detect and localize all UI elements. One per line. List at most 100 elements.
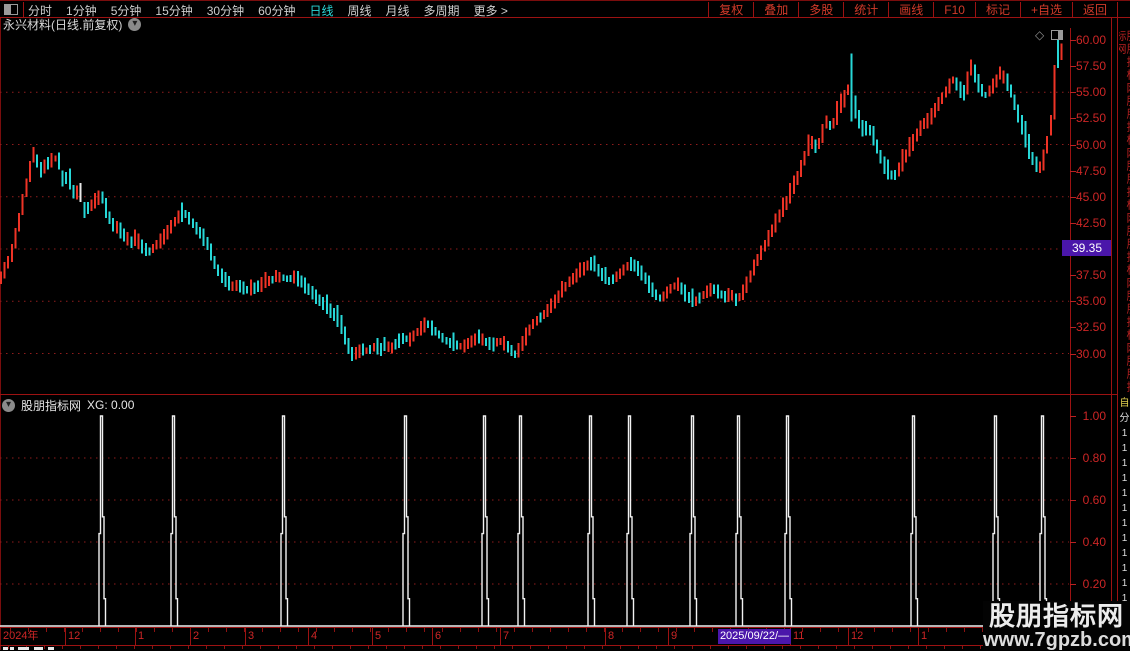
indicator-axis-label: 0.80 <box>1082 451 1106 465</box>
timeline-month-label: 12 <box>851 630 864 642</box>
toolbar-action-8[interactable]: +自选 <box>1019 2 1072 18</box>
timeline-tick <box>712 628 713 632</box>
right-strip-char: 分 <box>1119 413 1130 424</box>
bottom-tick <box>494 646 495 649</box>
bottom-tick <box>260 646 261 649</box>
layout-icon[interactable] <box>4 4 18 15</box>
timeline-tick <box>334 628 335 632</box>
period-tab-5[interactable]: 30分钟 <box>206 3 245 18</box>
bottom-tick <box>314 646 315 649</box>
indicator-value: XG: 0.00 <box>87 398 135 412</box>
right-edge-strip-text: 股朋指标网股朋指标网股朋指标网股朋指标网股朋指标网股朋指标网 <box>1119 30 1130 394</box>
timeline-separator <box>372 628 373 645</box>
right-strip-char: 自 <box>1119 398 1130 409</box>
axis-tick <box>1070 416 1076 417</box>
period-tab-8[interactable]: 周线 <box>347 3 372 18</box>
price-axis-label: 37.50 <box>1075 268 1106 283</box>
axis-tick <box>1070 144 1076 146</box>
price-axis-label: 60.00 <box>1075 33 1106 47</box>
right-border-2 <box>1117 18 1118 650</box>
price-axis-label: 45.00 <box>1075 189 1106 204</box>
period-tab-11[interactable]: 更多 > <box>473 3 508 18</box>
timeline-tick <box>856 628 857 632</box>
bottom-tick <box>44 646 45 649</box>
price-axis-label: 30.00 <box>1075 346 1106 361</box>
bottom-tick <box>80 646 81 649</box>
axis-tick <box>1070 542 1076 543</box>
toolbar-action-9[interactable]: 返回 <box>1071 2 1118 18</box>
toolbar-action-7[interactable]: 标记 <box>974 2 1020 18</box>
axis-tick <box>1070 66 1076 68</box>
toolbar-bottom-border <box>0 17 1130 18</box>
bottom-tick <box>872 646 873 649</box>
timeline-tick <box>10 628 11 632</box>
price-axis-line <box>1070 28 1071 645</box>
chevron-down-icon[interactable]: ▾ <box>2 398 15 412</box>
timeline-tick <box>352 628 353 632</box>
bottom-tick <box>782 646 783 649</box>
timeline-month-label: 2 <box>193 630 200 642</box>
bottom-tick <box>404 646 405 649</box>
xg-spike-series <box>0 415 1069 627</box>
timeline-month-label: 3 <box>248 630 255 642</box>
timeline-tick <box>550 628 551 632</box>
period-tab-10[interactable]: 多周期 <box>423 3 460 18</box>
toolbar-action-6[interactable]: F10 <box>933 2 975 18</box>
timeline-tick <box>136 628 137 632</box>
axis-tick <box>1070 353 1076 355</box>
bottom-tick <box>476 646 477 649</box>
toolbar-action-1[interactable]: 复权 <box>708 2 753 18</box>
xg-indicator-chart[interactable] <box>0 395 1070 628</box>
price-axis-label: 55.00 <box>1075 85 1106 100</box>
timeline-tick <box>100 628 101 632</box>
chevron-down-icon[interactable]: ▾ <box>128 17 142 31</box>
bottom-tick <box>296 646 297 649</box>
timeline-tick <box>838 628 839 632</box>
axis-tick <box>1070 222 1076 224</box>
timeline-tick <box>982 628 983 632</box>
toolbar-actions: 复权 叠加 多股 统计 画线 F10 标记 +自选 返回 <box>708 2 1118 18</box>
bottom-tick <box>854 646 855 649</box>
panel-toggle-icon[interactable] <box>1051 29 1064 40</box>
watermark: 股朋指标网 www.7gpzb.com <box>983 601 1130 650</box>
diamond-icon[interactable]: ◇ <box>1035 27 1045 42</box>
period-tab-3[interactable]: 5分钟 <box>110 3 142 18</box>
date-cursor-badge: 2025/09/22/— <box>718 629 791 644</box>
indicator-axis-label: 1.00 <box>1082 409 1106 423</box>
chart-title-row: 永兴材料(日线.前复权) ▾ <box>3 17 142 32</box>
timeline-tick <box>658 628 659 632</box>
right-strip-char: 1 <box>1121 548 1128 559</box>
indicator-header: ▾ 股朋指标网 XG: 0.00 <box>2 398 135 413</box>
period-tab-2[interactable]: 1分钟 <box>66 3 97 18</box>
timeline-month-label: 8 <box>608 630 615 642</box>
timeline-tick <box>640 628 641 632</box>
axis-tick <box>1070 301 1076 303</box>
toolbar-action-4[interactable]: 统计 <box>843 2 888 18</box>
period-tab-9[interactable]: 月线 <box>385 3 410 18</box>
period-tab-4[interactable]: 15分钟 <box>155 3 193 18</box>
timeline-month-label: 12 <box>68 630 81 642</box>
price-axis-label: 42.50 <box>1075 215 1106 230</box>
bottom-tick <box>638 646 639 649</box>
price-axis-label: 52.50 <box>1075 111 1106 126</box>
candlestick-chart[interactable] <box>0 28 1070 392</box>
timeline-tick <box>622 628 623 632</box>
period-tab-6[interactable]: 60分钟 <box>258 3 296 18</box>
timeline-tick <box>118 628 119 632</box>
toolbar-action-2[interactable]: 叠加 <box>753 2 798 18</box>
bottom-tick <box>368 646 369 649</box>
timeline-tick <box>892 628 893 632</box>
bottom-tick <box>170 646 171 649</box>
toolbar-action-3[interactable]: 多股 <box>798 2 843 18</box>
right-strip-char: 1 <box>1121 503 1128 514</box>
bottom-tick <box>98 646 99 649</box>
period-tab-7[interactable]: 日线 <box>309 3 334 18</box>
price-axis-label: 47.50 <box>1075 163 1106 178</box>
toolbar-action-5[interactable]: 画线 <box>888 2 933 18</box>
indicator-name: 股朋指标网 <box>21 398 82 413</box>
right-strip-char: 1 <box>1121 488 1128 499</box>
bottom-tick <box>602 646 603 649</box>
candlestick-series <box>0 40 1063 362</box>
bottom-tick <box>332 646 333 649</box>
period-tab-1[interactable]: 分时 <box>28 3 53 18</box>
